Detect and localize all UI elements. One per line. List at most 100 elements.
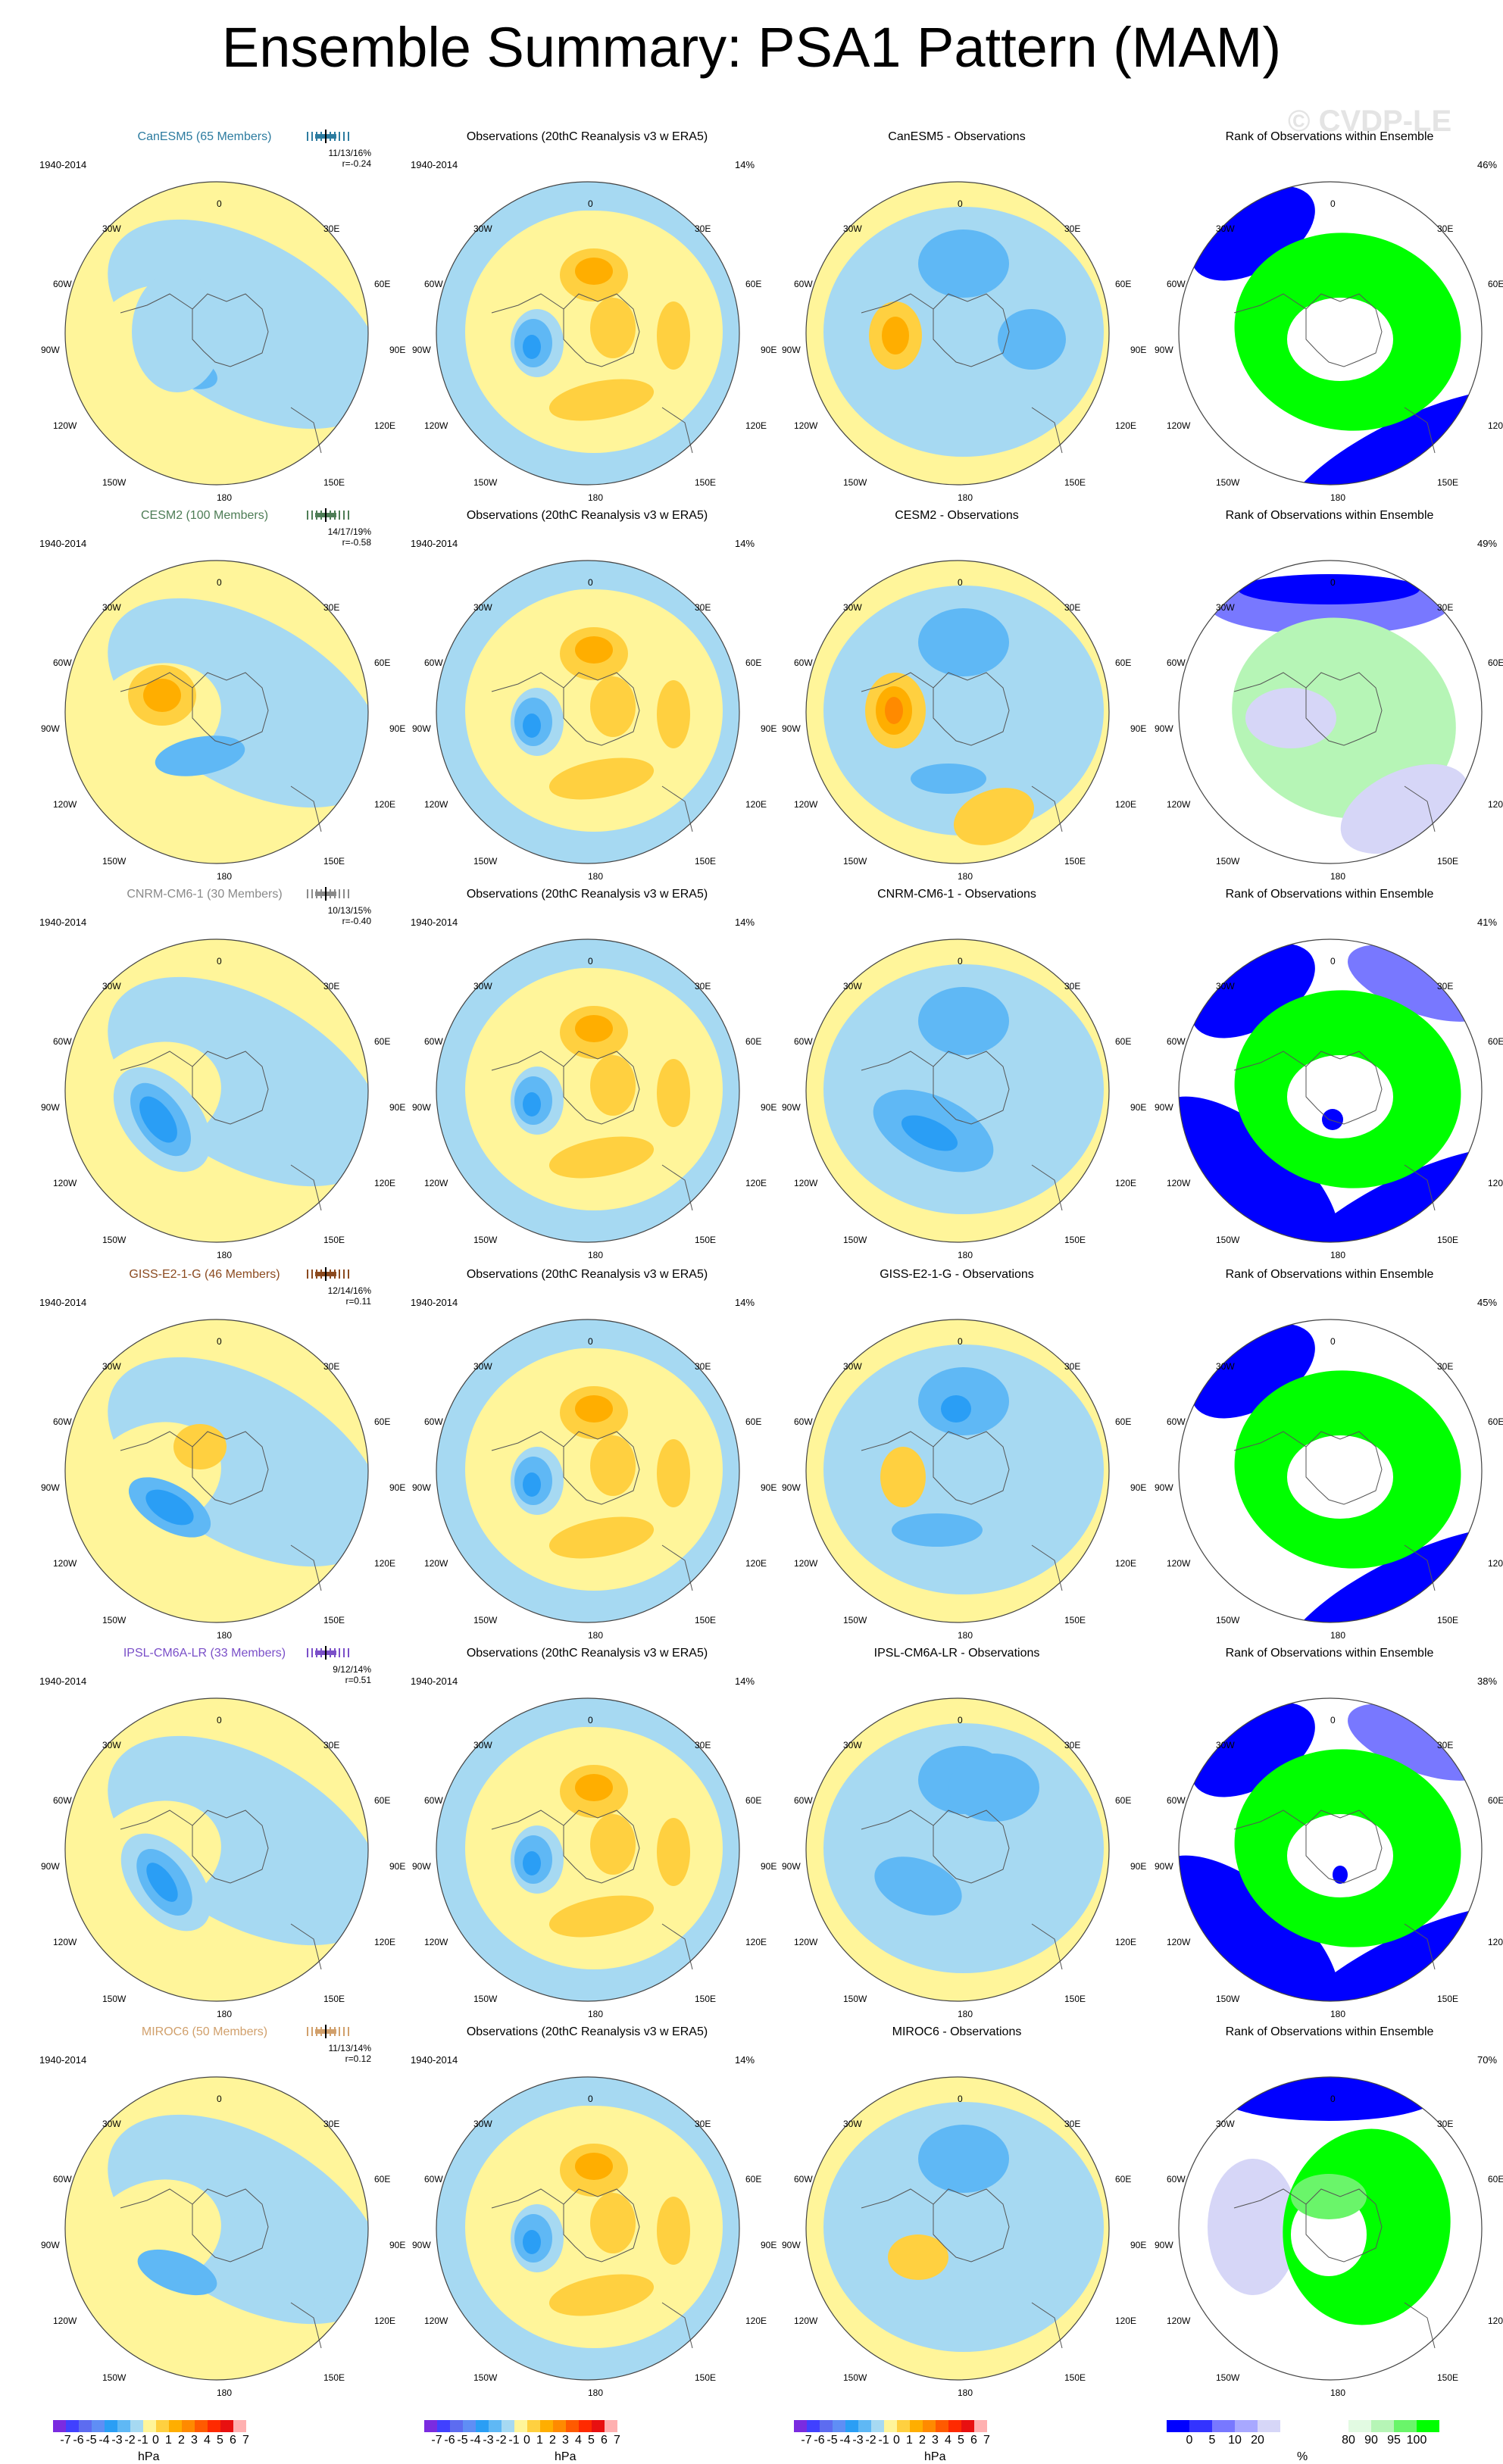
difference-title: CESM2 - Observations: [895, 509, 1019, 522]
new-zealand-coastline: [661, 2302, 693, 2349]
longitude-label: 180: [588, 1250, 604, 1260]
longitude-label: 120E: [374, 799, 396, 810]
longitude-label: 120E: [745, 420, 767, 431]
contour-region: [590, 1435, 636, 1496]
longitude-label: 0: [958, 956, 963, 967]
colorbar-swatch: [1235, 2420, 1258, 2432]
longitude-label: 0: [217, 577, 222, 588]
longitude-label: 150W: [1216, 477, 1240, 488]
colorbar-tick-label: 10: [1228, 2434, 1242, 2447]
contour-region: [941, 1395, 971, 1422]
colorbar-swatch: [540, 2420, 553, 2432]
colorbar-tick-label: 6: [230, 2434, 236, 2447]
longitude-label: 120W: [53, 1937, 77, 1947]
longitude-label: 60E: [745, 657, 762, 668]
longitude-label: 120W: [794, 420, 818, 431]
antarctica-coastline: [1305, 672, 1383, 746]
longitude-label: 60W: [1167, 1795, 1186, 1806]
map-boundary: [64, 1319, 369, 1623]
longitude-label: 0: [958, 1336, 963, 1347]
colorbar-swatch: [79, 2420, 92, 2432]
contour-region: [918, 230, 1009, 298]
longitude-label: 180: [217, 1630, 233, 1641]
longitude-label: 60W: [53, 1795, 72, 1806]
contour-region: [953, 788, 1035, 845]
rank-panel: Rank of Observations within Ensemble 46% 0…: [1144, 114, 1503, 503]
ensemble-spread-boxplot: [307, 1267, 349, 1281]
longitude-label: 60E: [745, 1036, 762, 1047]
south-america-coastline: [491, 293, 564, 314]
south-america-coastline: [861, 1810, 934, 1830]
longitude-label: 90E: [389, 723, 406, 734]
longitude-label: 150W: [102, 477, 127, 488]
longitude-label: 120W: [794, 1937, 818, 1947]
longitude-label: 120W: [53, 2316, 77, 2326]
longitude-label: 180: [1330, 2387, 1346, 2398]
contour-region: [548, 2274, 655, 2316]
longitude-label: 90W: [41, 1861, 60, 1872]
colorbar-swatch: [1348, 2420, 1371, 2432]
south-america-coastline: [861, 672, 934, 692]
longitude-label: 90W: [1155, 723, 1173, 734]
south-america-coastline: [1233, 1431, 1307, 1451]
difference-title: CanESM5 - Observations: [888, 130, 1026, 143]
longitude-label: 120E: [1488, 1178, 1503, 1188]
new-zealand-coastline: [290, 1164, 322, 1211]
longitude-label: 180: [1330, 871, 1346, 882]
south-america-coastline: [1233, 293, 1307, 314]
colorbar-tick-label: 1: [906, 2434, 913, 2447]
new-zealand-coastline: [661, 785, 693, 832]
variance-stats: 12/14/16%: [327, 1285, 371, 1296]
hpa-colorbar-1: -7 -6 -5 -4 -3 -2 -1 0 1 2 3 4 5 6 7 hPa: [53, 2420, 249, 2463]
colorbar-swatch: [208, 2420, 220, 2432]
longitude-label: 0: [1330, 2094, 1336, 2104]
new-zealand-coastline: [290, 1923, 322, 1970]
antarctica-coastline: [563, 293, 640, 367]
contour-region: [590, 298, 636, 358]
colorbar-swatch: [105, 2420, 117, 2432]
model-panel: CESM2 (100 Members) 1940-2014 14/17/19% r=-…: [30, 492, 406, 882]
south-america-coastline: [491, 1051, 564, 1071]
colorbar-tick-label: 5: [588, 2434, 595, 2447]
colorbar-tick-label: 2: [549, 2434, 556, 2447]
longitude-label: 90W: [1155, 1102, 1173, 1113]
longitude-label: 90W: [412, 723, 431, 734]
ensemble-spread-boxplot: [307, 887, 349, 901]
map-boundary: [64, 2076, 369, 2381]
new-zealand-coastline: [290, 2302, 322, 2349]
longitude-label: 150W: [843, 1615, 867, 1625]
new-zealand-coastline: [1404, 2302, 1436, 2349]
longitude-label: 180: [217, 2009, 233, 2019]
colorbar-swatch: [845, 2420, 858, 2432]
rank-percent: 45%: [1477, 1297, 1498, 1308]
antarctica-coastline: [192, 1431, 269, 1505]
colorbar-tick-label: -5: [457, 2434, 468, 2447]
south-america-coastline: [120, 1810, 193, 1830]
longitude-label: 180: [217, 871, 233, 882]
polar-map: [436, 1319, 740, 1623]
colorbar-tick-label: 3: [562, 2434, 569, 2447]
antarctica-coastline: [1305, 1431, 1383, 1505]
longitude-label: 60E: [1488, 1795, 1503, 1806]
period-label: 1940-2014: [411, 2054, 458, 2066]
longitude-label: 30E: [1437, 1361, 1454, 1372]
longitude-label: 120E: [1115, 1178, 1137, 1188]
longitude-label: 120E: [745, 2316, 767, 2326]
longitude-label: 60W: [794, 657, 813, 668]
contour-region: [885, 697, 903, 724]
colorbar-swatch: [1371, 2420, 1394, 2432]
longitude-label: 180: [958, 2009, 973, 2019]
longitude-label: 60E: [1488, 1036, 1503, 1047]
map-boundary: [436, 1697, 740, 2002]
longitude-label: 30E: [1064, 1361, 1081, 1372]
polar-map: [64, 181, 369, 486]
map-boundary: [436, 938, 740, 1243]
south-america-coastline: [861, 293, 934, 314]
longitude-label: 30E: [695, 602, 711, 613]
longitude-label: 150W: [102, 1235, 127, 1245]
longitude-label: 150W: [102, 1994, 127, 2004]
new-zealand-coastline: [661, 1544, 693, 1591]
longitude-label: 120E: [1115, 2316, 1137, 2326]
longitude-label: 30E: [323, 1740, 340, 1750]
contour-region: [155, 735, 245, 776]
